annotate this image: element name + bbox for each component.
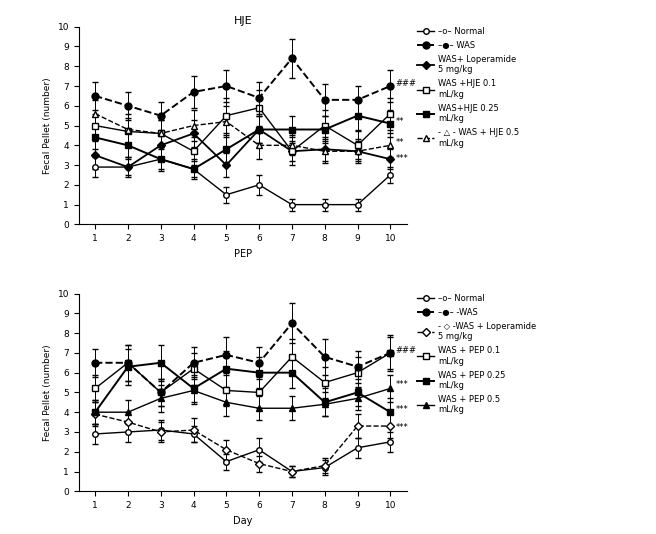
X-axis label: Day: Day	[233, 515, 253, 525]
Text: ***: ***	[396, 423, 408, 432]
Text: ###: ###	[396, 346, 417, 355]
Text: ***: ***	[396, 154, 408, 163]
Y-axis label: Fecal Pellet (number): Fecal Pellet (number)	[43, 344, 52, 441]
Text: ***: ***	[396, 405, 408, 414]
X-axis label: PEP: PEP	[234, 249, 252, 258]
Y-axis label: Fecal Pellet (number): Fecal Pellet (number)	[43, 77, 52, 174]
Text: **: **	[396, 138, 403, 147]
Title: HJE: HJE	[234, 16, 252, 26]
Text: ***: ***	[396, 380, 408, 389]
Legend: –o– Normal, –●– -WAS, - ◇ -WAS + Loperamide
5 mg/kg, WAS + PEP 0.1
mL/kg, WAS + : –o– Normal, –●– -WAS, - ◇ -WAS + Loperam…	[417, 294, 537, 414]
Text: ###: ###	[396, 79, 417, 88]
Legend: –o– Normal, –●– WAS, WAS+ Loperamide
5 mg/kg, WAS +HJE 0.1
mL/kg, WAS+HJE 0.25
m: –o– Normal, –●– WAS, WAS+ Loperamide 5 m…	[417, 27, 520, 147]
Text: **: **	[396, 116, 403, 125]
